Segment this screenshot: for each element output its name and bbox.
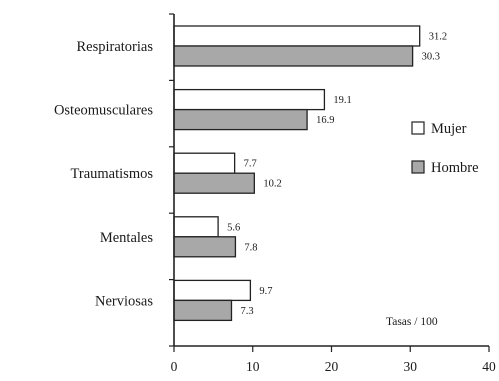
- value-label-hombre-4: 7.3: [240, 306, 253, 317]
- rate-note: Tasas / 100: [386, 316, 438, 328]
- x-tick-label-2: 20: [325, 359, 339, 374]
- legend-label-hombre: Hombre: [431, 160, 479, 176]
- bars-group: [173, 25, 421, 322]
- x-ticks-group: 0 10 20 30 40: [169, 13, 496, 374]
- value-label-hombre-2: 10.2: [263, 179, 281, 190]
- legend-label-mujer: Mujer: [431, 121, 467, 137]
- x-tick-label-4: 40: [482, 359, 496, 374]
- bar-hombre-2: [173, 172, 255, 194]
- value-label-mujer-2: 7.7: [244, 159, 257, 170]
- value-label-mujer-1: 19.1: [333, 95, 351, 106]
- bar-mujer-0: [173, 25, 421, 47]
- legend-swatch-hombre: [411, 160, 425, 174]
- value-label-hombre-1: 16.9: [316, 115, 334, 126]
- bar-mujer-2: [173, 152, 236, 174]
- legend: Mujer Hombre: [411, 121, 479, 176]
- x-tick-label-0: 0: [171, 359, 178, 374]
- value-labels-group: 31.2 30.3 19.1 16.9 7.7 10.2 5.6 7.8 9.7 7.3: [227, 32, 447, 317]
- category-label-0: Respiratorias: [76, 39, 153, 55]
- bar-mujer-1: [173, 88, 326, 111]
- category-labels-group: Respiratorias Osteomusculares Traumatismos…: [54, 39, 153, 309]
- category-label-4: Nerviosas: [95, 293, 153, 309]
- value-label-hombre-0: 30.3: [422, 52, 440, 63]
- value-label-mujer-4: 9.7: [259, 286, 272, 297]
- bar-mujer-3: [173, 216, 219, 238]
- bar-hombre-1: [173, 108, 308, 131]
- x-tick-label-3: 30: [404, 359, 418, 374]
- value-label-mujer-0: 31.2: [429, 32, 447, 43]
- bar-hombre-3: [173, 236, 237, 258]
- category-label-1: Osteomusculares: [54, 103, 153, 119]
- category-label-3: Mentales: [100, 230, 154, 246]
- category-label-2: Traumatismos: [71, 166, 154, 182]
- value-label-mujer-3: 5.6: [227, 222, 240, 233]
- bar-mujer-4: [173, 279, 252, 302]
- x-tick-label-1: 10: [246, 359, 260, 374]
- value-label-hombre-3: 7.8: [244, 242, 257, 253]
- bar-hombre-4: [173, 299, 233, 322]
- legend-swatch-mujer: [411, 121, 425, 135]
- bar-hombre-0: [173, 45, 414, 67]
